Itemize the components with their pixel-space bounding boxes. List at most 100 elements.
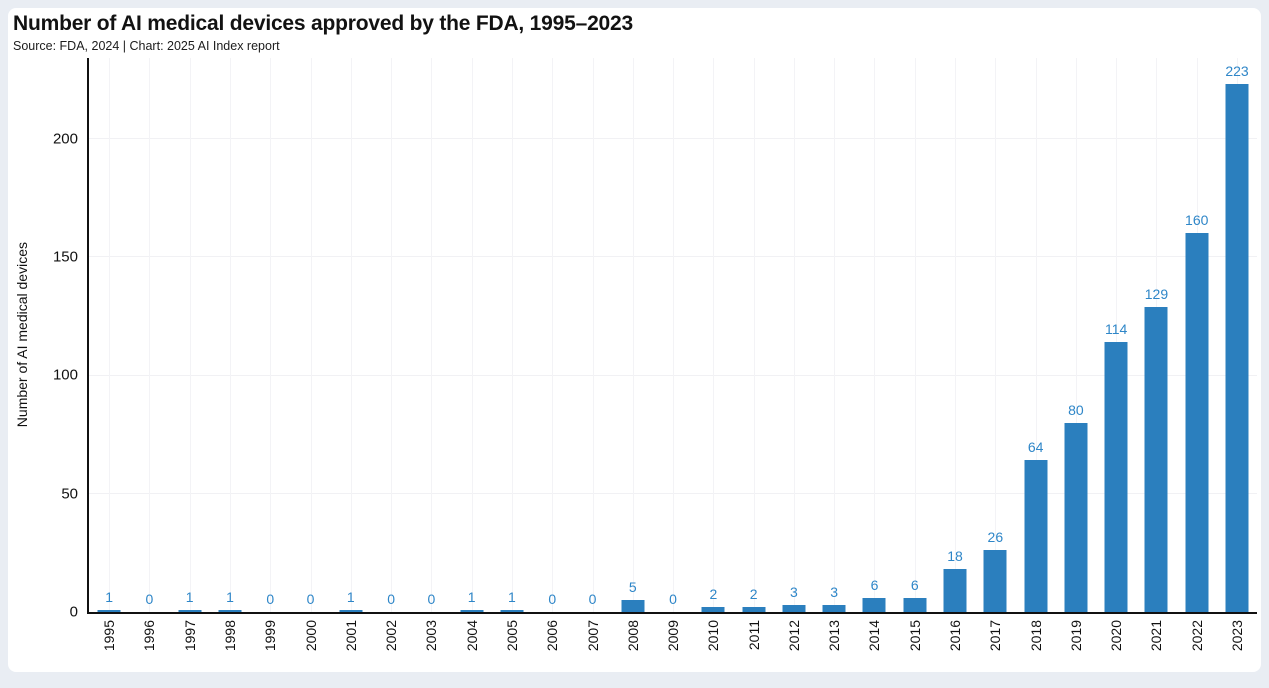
bar-value-2013: 3 <box>830 583 839 600</box>
bar-column-2015: 6 2015 <box>895 58 935 651</box>
x-tick-2011: 2011 <box>745 620 762 651</box>
bar-2019 <box>1064 422 1088 612</box>
gridline-vertical <box>713 58 715 612</box>
x-tick-2002: 2002 <box>383 620 400 652</box>
x-tick-2022: 2022 <box>1188 620 1205 652</box>
bar-column-2004: 1 2004 <box>452 58 492 651</box>
bar-value-1999: 0 <box>266 591 275 607</box>
bar-value-2019: 80 <box>1068 401 1084 418</box>
gridline-vertical <box>350 58 352 612</box>
gridline-vertical <box>834 58 836 612</box>
bar-2022 <box>1185 233 1209 612</box>
gridline-horizontal <box>89 138 1257 139</box>
bar-2023 <box>1225 84 1249 612</box>
chart-card: Number of AI medical devices approved by… <box>8 8 1261 672</box>
bar-2016 <box>943 569 967 612</box>
bar-value-2011: 2 <box>749 586 758 603</box>
gridline-vertical <box>149 58 151 612</box>
bar-2001 <box>339 609 363 612</box>
bar-column-2001: 1 2001 <box>331 58 371 651</box>
gridline-vertical <box>511 58 513 612</box>
y-tick-label: 50 <box>61 485 78 503</box>
bar-2013 <box>822 604 846 612</box>
bar-column-2014: 6 2014 <box>854 58 894 651</box>
bar-value-2021: 129 <box>1144 285 1169 302</box>
gridline-vertical <box>673 58 675 612</box>
bar-value-2014: 6 <box>870 576 879 593</box>
gridline-vertical <box>1075 58 1077 612</box>
gridline-vertical <box>552 58 554 612</box>
bar-column-2022: 160 2022 <box>1177 58 1217 651</box>
gridline-vertical <box>632 58 634 612</box>
x-tick-1997: 1997 <box>181 620 198 652</box>
x-tick-2007: 2007 <box>584 620 601 652</box>
x-tick-2020: 2020 <box>1108 620 1125 652</box>
bar-column-2023: 223 2023 <box>1217 58 1257 651</box>
bar-column-2003: 0 2003 <box>411 58 451 651</box>
gridline-vertical <box>592 58 594 612</box>
bar-value-2009: 0 <box>669 591 677 607</box>
gridline-vertical <box>391 58 393 612</box>
bar-value-2010: 2 <box>709 586 718 603</box>
bar-1998 <box>218 609 242 612</box>
plot-area: 0 50 100 150 200 1 1995 0 1996 1 1997 1 1998 0 1999 0 20… <box>53 58 1257 651</box>
x-tick-2016: 2016 <box>947 620 964 652</box>
gridline-vertical <box>955 58 957 612</box>
bar-2017 <box>983 550 1007 612</box>
gridline-vertical <box>109 58 111 612</box>
bar-column-2010: 2 2010 <box>693 58 733 651</box>
x-tick-2019: 2019 <box>1067 620 1084 652</box>
bar-value-2002: 0 <box>387 591 395 607</box>
bar-1995 <box>97 609 121 612</box>
x-tick-2010: 2010 <box>705 620 722 652</box>
bar-value-2006: 0 <box>548 591 557 607</box>
gridline-vertical <box>914 58 916 612</box>
bar-value-2016: 18 <box>947 548 963 565</box>
bar-column-2005: 1 2005 <box>492 58 532 651</box>
bar-column-2006: 0 2006 <box>532 58 572 651</box>
bar-value-1995: 1 <box>105 588 114 605</box>
bar-column-2021: 129 2021 <box>1136 58 1176 651</box>
bar-column-1999: 0 1999 <box>250 58 290 651</box>
bar-column-2008: 5 2008 <box>613 58 653 651</box>
bar-value-2020: 114 <box>1105 321 1128 338</box>
x-tick-2005: 2005 <box>503 620 520 652</box>
x-tick-2006: 2006 <box>544 620 561 652</box>
bar-2021 <box>1144 306 1168 612</box>
gridline-horizontal <box>89 374 1257 376</box>
bar-value-2022: 160 <box>1185 212 1209 229</box>
bar-value-2007: 0 <box>588 591 597 607</box>
x-tick-2013: 2013 <box>826 620 843 652</box>
bar-column-2007: 0 2007 <box>572 58 612 651</box>
bar-value-2017: 26 <box>987 529 1004 546</box>
y-tick-label: 100 <box>52 366 78 384</box>
x-tick-1996: 1996 <box>141 620 158 652</box>
bar-column-2002: 0 2002 <box>371 58 411 651</box>
x-tick-2003: 2003 <box>423 620 440 652</box>
y-axis-title-wrap: Number of AI medical devices <box>14 58 30 612</box>
gridline-vertical <box>229 58 231 612</box>
bar-value-2000: 0 <box>306 591 315 607</box>
gridline-vertical <box>189 58 191 612</box>
bar-column-1995: 1 1995 <box>89 58 129 651</box>
bar-value-2001: 1 <box>346 588 355 605</box>
x-tick-2018: 2018 <box>1027 620 1044 652</box>
gridline-vertical <box>431 58 433 612</box>
y-tick-label: 150 <box>52 248 78 266</box>
bar-column-2020: 114 2020 <box>1096 58 1136 651</box>
bar-2012 <box>782 604 806 612</box>
gridline-horizontal <box>89 493 1257 495</box>
bar-column-2019: 80 2019 <box>1056 58 1096 651</box>
bar-2005 <box>500 609 524 612</box>
chart-title: Number of AI medical devices approved by… <box>13 12 633 35</box>
x-tick-2015: 2015 <box>906 620 923 652</box>
bar-2008 <box>621 600 645 612</box>
bar-column-2000: 0 2000 <box>290 58 330 651</box>
bar-column-2018: 64 2018 <box>1015 58 1055 651</box>
gridline-vertical <box>1116 58 1118 612</box>
x-tick-2023: 2023 <box>1229 620 1246 652</box>
bar-column-2012: 3 2012 <box>774 58 814 651</box>
x-tick-2014: 2014 <box>866 620 883 652</box>
x-tick-2012: 2012 <box>785 620 802 652</box>
gridline-vertical <box>753 58 755 612</box>
